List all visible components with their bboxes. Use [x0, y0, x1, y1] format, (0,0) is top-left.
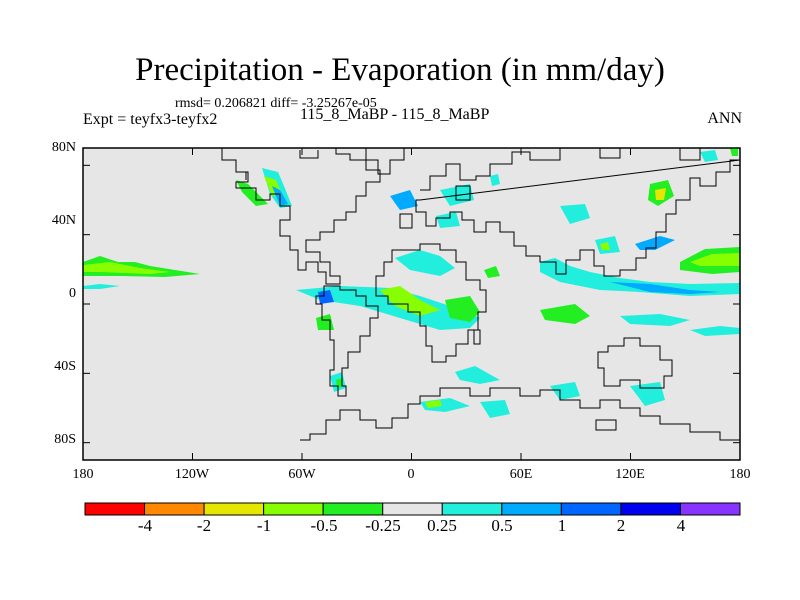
- map-frame: [82, 147, 741, 461]
- colorbar-label: -1: [256, 516, 272, 535]
- colorbar-label: -0.5: [310, 516, 338, 535]
- lon-label-180e: 180: [729, 467, 751, 482]
- colorbar-swatch: [560, 502, 622, 516]
- lon-label-120e: 120E: [615, 467, 645, 482]
- plot-title: Precipitation - Evaporation (in mm/day): [135, 52, 665, 88]
- lon-label-180w: 180: [72, 467, 94, 482]
- experiment-name: 115_8_MaBP - 115_8_MaBP: [300, 106, 490, 123]
- lat-label-40s: 40S: [54, 359, 76, 374]
- colorbar-swatch: [382, 502, 443, 516]
- lat-label-0: 0: [69, 286, 76, 301]
- lon-label-60e: 60E: [509, 467, 533, 482]
- colorbar-swatch: [679, 502, 741, 516]
- colorbar-label: -2: [196, 516, 212, 535]
- lon-label-120w: 120W: [174, 467, 210, 482]
- anomaly-patches: [83, 148, 740, 418]
- colorbar-label: 2: [616, 516, 626, 535]
- colorbar-swatch: [203, 502, 265, 516]
- stats-text: rmsd= 0.206821 diff= -3.25267e-05: [175, 96, 377, 111]
- colorbar-swatch: [501, 502, 562, 516]
- colorbar-label: 1: [557, 516, 567, 535]
- colorbar-label: 0.5: [491, 516, 513, 535]
- colorbar-swatch: [322, 502, 384, 516]
- colorbar-swatch: [620, 502, 681, 516]
- colorbar: [84, 502, 741, 516]
- colorbar-label: -4: [137, 516, 153, 535]
- colorbar-swatch: [144, 502, 205, 516]
- season-label: ANN: [707, 110, 742, 127]
- lon-label-60w: 60W: [288, 467, 316, 482]
- colorbar-label: 0.25: [427, 516, 457, 535]
- colorbar-label: 4: [676, 516, 686, 535]
- colorbar-swatch: [441, 502, 503, 516]
- colorbar-swatch: [84, 502, 146, 516]
- lat-label-80n: 80N: [51, 140, 76, 155]
- colorbar-swatch: [263, 502, 324, 516]
- lat-label-80s: 80S: [54, 432, 76, 447]
- lat-label-40n: 40N: [51, 213, 76, 228]
- lon-label-0: 0: [407, 467, 415, 482]
- colorbar-label: -0.25: [365, 516, 401, 535]
- experiment-label: Expt = teyfx3-teyfx2: [83, 111, 218, 128]
